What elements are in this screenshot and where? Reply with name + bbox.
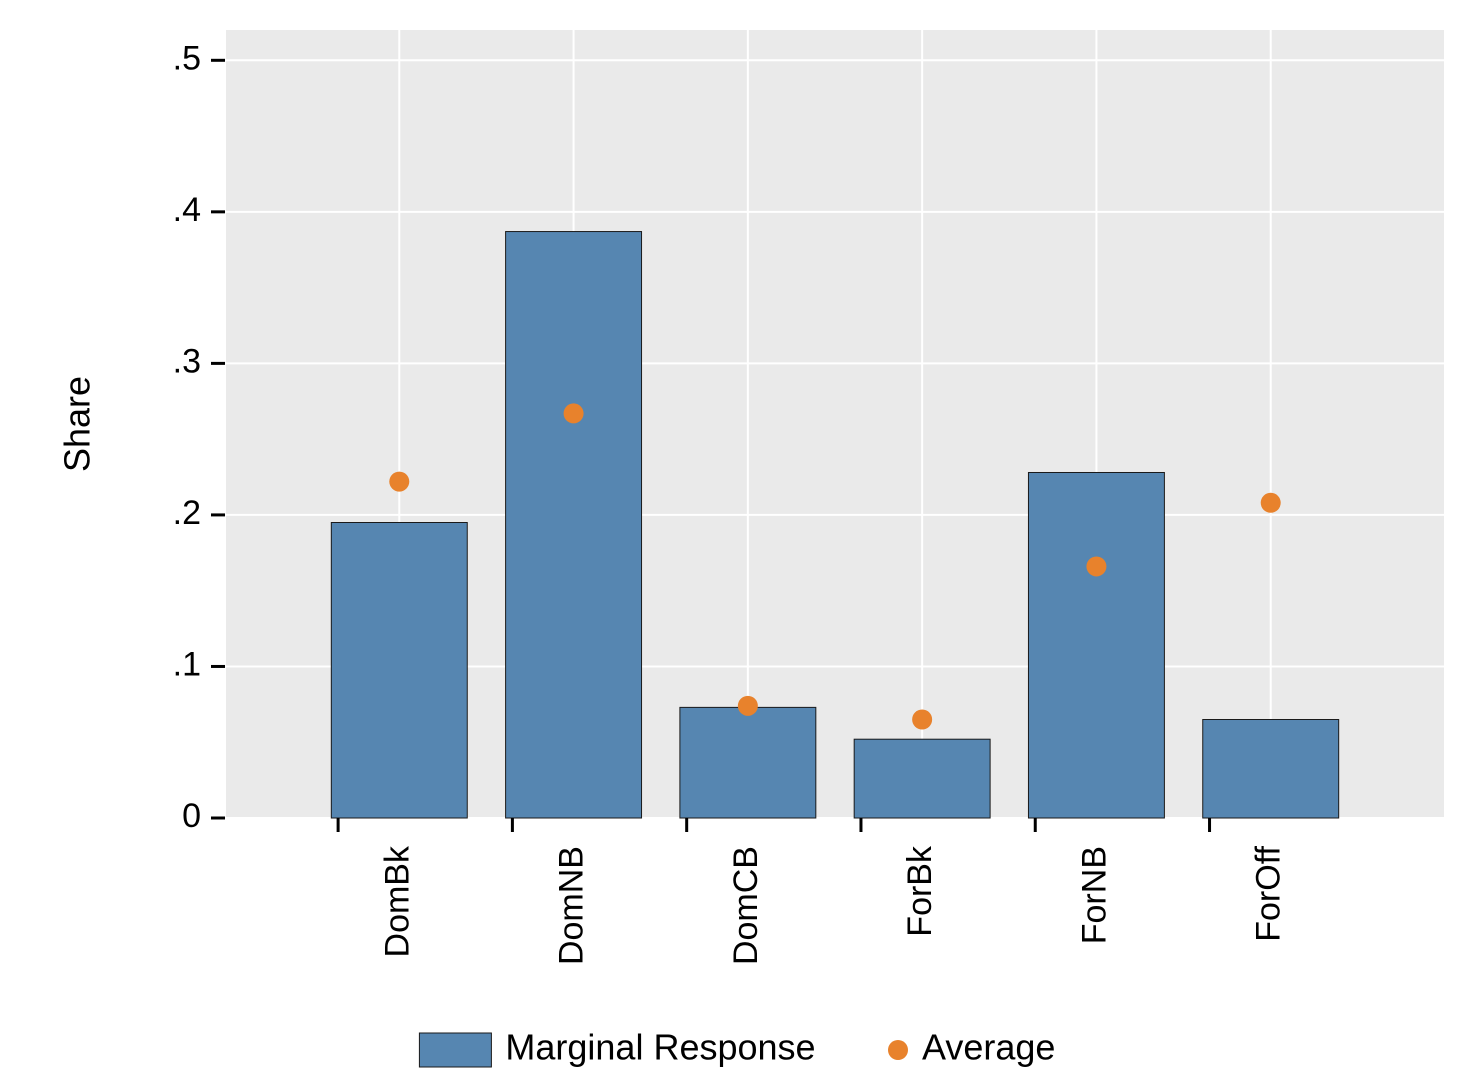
y-tick-label: 0 [182, 797, 201, 835]
x-tick-label: ForNB [1075, 846, 1113, 944]
x-tick-label: DomBk [378, 845, 416, 957]
average-point [389, 472, 409, 492]
y-tick-label: .1 [173, 645, 201, 683]
average-point [912, 710, 932, 730]
bar [854, 739, 990, 818]
legend-swatch-point [888, 1040, 908, 1060]
legend-label: Marginal Response [505, 1027, 815, 1068]
x-tick-label: ForOff [1250, 845, 1288, 941]
y-tick-label: .2 [173, 494, 201, 532]
y-tick-label: .5 [173, 39, 201, 77]
legend-label: Average [922, 1027, 1055, 1068]
y-tick-label: .3 [173, 342, 201, 380]
y-tick-label: .4 [173, 191, 201, 229]
x-tick-label: DomNB [553, 846, 591, 965]
bar [1028, 472, 1164, 818]
bar [1203, 720, 1339, 819]
legend-swatch-bar [419, 1033, 491, 1067]
average-point [564, 403, 584, 423]
y-axis-label: Share [57, 376, 98, 472]
x-tick-label: DomCB [727, 846, 765, 965]
bar [331, 523, 467, 819]
bar [680, 707, 816, 818]
average-point [1086, 556, 1106, 576]
bar [506, 232, 642, 818]
x-tick-label: ForBk [901, 845, 939, 937]
legend: Marginal Response Average [419, 1027, 1055, 1068]
average-point [738, 696, 758, 716]
share-chart: 0 .1 .2 .3 .4 .5 Share DomBk DomNB DomCB ForBk ForN… [0, 0, 1480, 1092]
average-point [1261, 493, 1281, 513]
